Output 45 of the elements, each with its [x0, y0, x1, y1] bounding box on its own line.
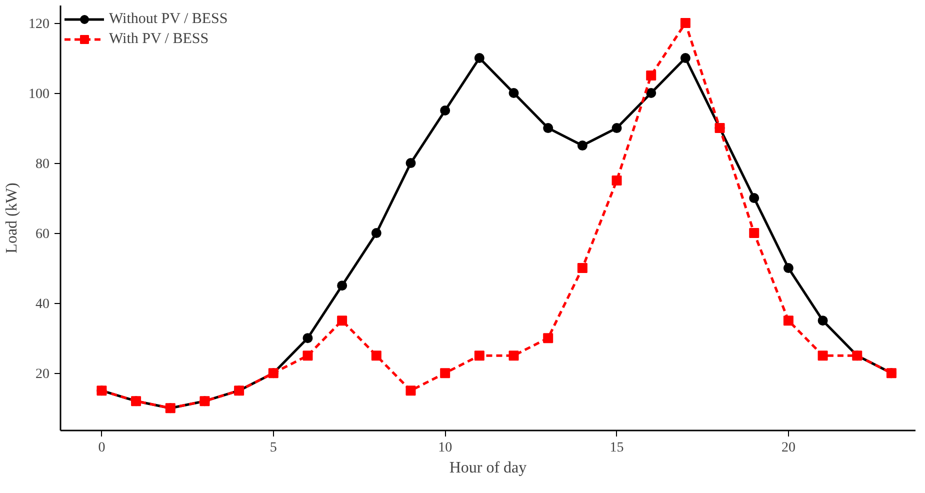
point: [337, 316, 348, 326]
point: [680, 18, 690, 28]
point: [302, 350, 313, 361]
point: [749, 193, 760, 204]
x-tick-label: 10: [438, 440, 452, 456]
y-tick-label: 100: [28, 87, 50, 102]
legend-label: With PV / BESS: [109, 30, 209, 48]
point: [302, 333, 313, 344]
point: [783, 316, 794, 326]
x-tick-label: 0: [98, 440, 106, 456]
point: [646, 70, 656, 81]
point: [543, 123, 554, 134]
point: [371, 228, 382, 238]
y-axis-title: Load (kW): [4, 182, 20, 254]
point: [818, 316, 828, 326]
point: [818, 350, 828, 361]
point: [406, 386, 416, 396]
point: [612, 176, 622, 186]
point: [337, 280, 348, 291]
point: [680, 53, 690, 64]
x-tick-label: 20: [781, 440, 796, 456]
point: [577, 263, 588, 274]
point: [646, 88, 656, 98]
point: [612, 123, 622, 134]
x-tick-label: 15: [610, 440, 624, 456]
point: [508, 88, 519, 98]
x-axis-title: Hour of day: [449, 460, 527, 476]
point: [371, 350, 382, 361]
point: [577, 140, 588, 151]
point: [474, 350, 484, 361]
y-tick-label: 80: [36, 157, 50, 172]
point: [406, 158, 416, 168]
point: [474, 53, 484, 64]
point: [543, 333, 554, 344]
point: [783, 263, 794, 274]
point: [440, 368, 450, 378]
point: [749, 228, 760, 238]
y-tick-label: 40: [36, 297, 50, 312]
point: [440, 106, 450, 116]
point: [508, 350, 519, 361]
y-tick-label: 120: [28, 17, 50, 32]
legend-label: Without PV / BESS: [109, 10, 228, 28]
x-tick-label: 5: [270, 440, 277, 456]
y-tick-label: 20: [36, 367, 50, 382]
y-tick-label: 60: [36, 227, 50, 242]
